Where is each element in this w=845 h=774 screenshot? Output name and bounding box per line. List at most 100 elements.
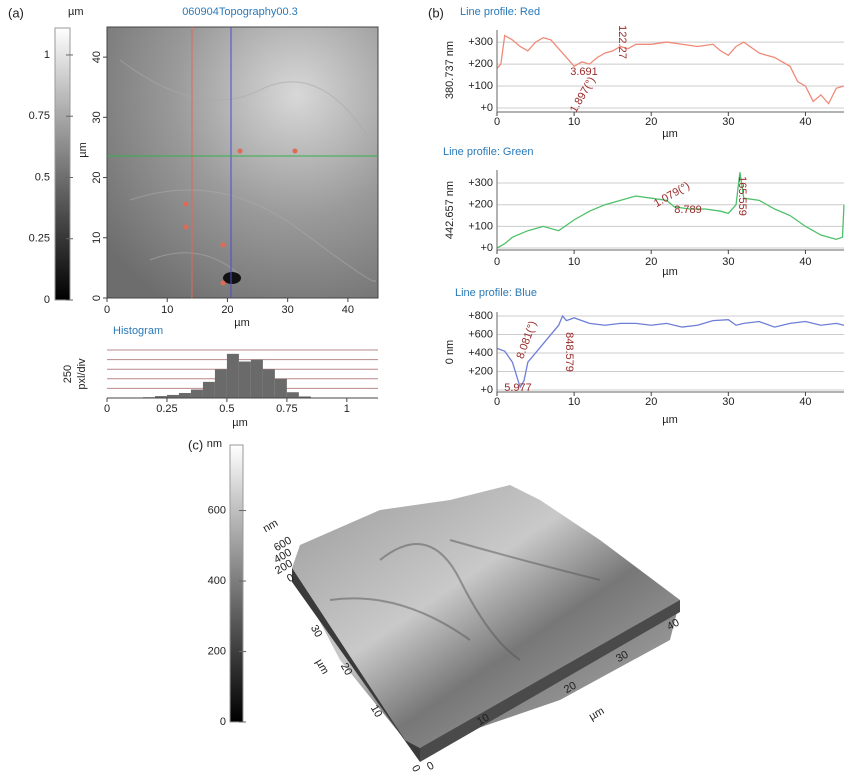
y-tick-label: +800 (468, 310, 493, 322)
annotation: 5.977 (504, 382, 532, 394)
y-tick-label: +600 (468, 328, 493, 340)
y-div-value: 250 (62, 365, 74, 383)
bar (239, 362, 251, 398)
x-tick-label: 0 (104, 304, 110, 316)
y-tick-label: 0 (409, 763, 422, 774)
x-tick-label: 30 (722, 116, 734, 128)
x-tick-label: 10 (568, 116, 580, 128)
colorbar-tick-label: 0.5 (35, 171, 50, 183)
bar (191, 390, 203, 398)
x-tick-label: 10 (568, 396, 580, 408)
y-axis-label: pxl/div (76, 358, 88, 390)
bar (275, 379, 287, 398)
annotation: 8.081(°) (515, 319, 540, 360)
colorbar-tick-label: 0.25 (29, 233, 50, 245)
pit (223, 272, 241, 284)
y-axis-label: µm (77, 142, 89, 158)
y-tick-label: +200 (468, 199, 493, 211)
colorbar-unit: µm (68, 6, 84, 18)
colorbar-tick-label: 0 (44, 294, 50, 306)
page: {"panel_labels": ["(a)", "(b)", "(c)"], … (0, 0, 845, 774)
annotation: 848.579 (563, 332, 575, 372)
colorbar-tick-label: 0 (220, 716, 226, 728)
panel-label: (a) (8, 5, 24, 20)
colorbar (55, 28, 70, 300)
y-axis-label: µm (313, 657, 331, 676)
annotation: 3.691 (570, 66, 598, 78)
y-tick-label: +300 (468, 36, 493, 48)
colorbar-tick-label: 0.75 (29, 110, 50, 122)
x-tick-label: 20 (221, 304, 233, 316)
bar (203, 382, 215, 398)
y-tick-label: +100 (468, 80, 493, 92)
x-axis-label: µm (234, 317, 250, 329)
z-unit: nm (261, 517, 280, 535)
bar (263, 369, 275, 398)
y-axis-label: 380.737 nm (444, 41, 456, 99)
y-tick-label: 40 (91, 51, 103, 63)
annotation: 122.27 (616, 25, 628, 59)
x-tick-label: 40 (799, 116, 811, 128)
x-tick-label: 10 (161, 304, 173, 316)
colorbar-tick-label: 400 (208, 575, 226, 587)
bar (215, 369, 227, 398)
x-tick-label: 30 (282, 304, 294, 316)
chart-title: Line profile: Red (460, 6, 540, 18)
y-tick-label: 0 (91, 295, 103, 301)
x-tick-label: 0.25 (156, 403, 177, 415)
y-tick-label: 10 (91, 232, 103, 244)
x-tick-label: 0.5 (219, 403, 234, 415)
y-tick-label: 20 (91, 171, 103, 183)
chart-title: Histogram (113, 325, 163, 337)
x-axis-label: µm (232, 417, 248, 429)
x-tick-label: 0.75 (276, 403, 297, 415)
y-tick-label: +300 (468, 177, 493, 189)
y-tick-label: 30 (91, 111, 103, 123)
annotation: 1.897(°) (568, 75, 598, 115)
y-tick-label: +200 (468, 58, 493, 70)
x-axis-label: µm (662, 266, 678, 278)
bar (287, 392, 299, 398)
x-tick-label: 1 (344, 403, 350, 415)
x-tick-label: 30 (722, 396, 734, 408)
y-tick-label: +0 (480, 242, 493, 254)
x-tick-label: 40 (342, 304, 354, 316)
x-tick-label: 20 (645, 396, 657, 408)
y-axis-label: 442.657 nm (444, 181, 456, 239)
x-tick-label: 0 (425, 760, 436, 773)
x-tick-label: 40 (799, 396, 811, 408)
profile-line (497, 172, 844, 248)
panel-label: (c) (188, 437, 203, 452)
bar (179, 393, 191, 398)
x-tick-label: 0 (494, 396, 500, 408)
x-tick-label: 0 (104, 403, 110, 415)
profile-line (497, 35, 844, 103)
x-axis-label: µm (662, 414, 678, 426)
x-axis-label: µm (662, 128, 678, 140)
x-tick-label: 0 (494, 256, 500, 268)
y-axis-label: 0 nm (444, 340, 456, 364)
chart-title: Line profile: Blue (455, 287, 537, 299)
annotation: 8.789 (674, 204, 702, 216)
x-tick-label: 40 (799, 256, 811, 268)
annotation: 165.559 (736, 176, 748, 216)
surface-3d (292, 485, 680, 748)
y-tick-label: +0 (480, 102, 493, 114)
figure: (a) (b) (c) 060904Topography00.301020304… (0, 0, 845, 774)
y-tick-label: 30 (308, 623, 325, 640)
profile-line (497, 316, 844, 387)
colorbar-tick-label: 600 (208, 504, 226, 516)
colorbar-tick-label: 200 (208, 645, 226, 657)
x-tick-label: 20 (645, 116, 657, 128)
y-tick-label: +0 (480, 384, 493, 396)
bar (251, 360, 263, 398)
chart-title: 060904Topography00.3 (182, 6, 298, 18)
x-tick-label: 30 (722, 256, 734, 268)
colorbar-tick-label: 1 (44, 49, 50, 61)
y-tick-label: +200 (468, 365, 493, 377)
x-tick-label: 10 (568, 256, 580, 268)
x-tick-label: 20 (645, 256, 657, 268)
chart-title: Line profile: Green (443, 146, 534, 158)
x-axis-label: µm (587, 705, 606, 723)
bar (227, 354, 239, 398)
